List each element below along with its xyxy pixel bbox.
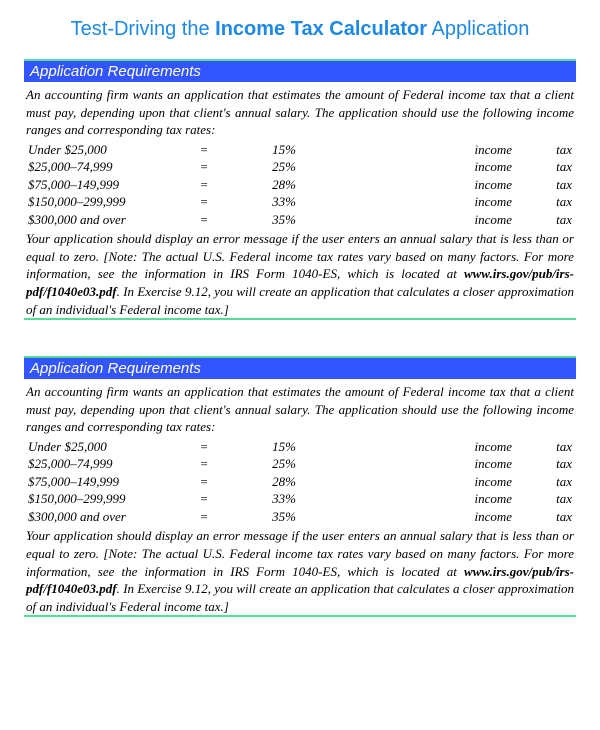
range-cell: $300,000 and over	[24, 211, 174, 229]
tax-cell: tax	[516, 158, 576, 176]
table-row: $150,000–299,999=33%incometax	[24, 490, 576, 508]
rate-cell: 15%	[234, 141, 334, 159]
equals-cell: =	[174, 193, 234, 211]
table-row: $300,000 and over=35%incometax	[24, 508, 576, 526]
tax-cell: tax	[516, 141, 576, 159]
tax-cell: tax	[516, 473, 576, 491]
intro-paragraph: An accounting firm wants an application …	[24, 82, 576, 139]
range-cell: Under $25,000	[24, 438, 174, 456]
income-cell: income	[334, 455, 516, 473]
tax-rate-table: Under $25,000=15%incometax$25,000–74,999…	[24, 141, 576, 229]
rate-cell: 15%	[234, 438, 334, 456]
table-row: Under $25,000=15%incometax	[24, 438, 576, 456]
income-cell: income	[334, 438, 516, 456]
income-cell: income	[334, 193, 516, 211]
equals-cell: =	[174, 490, 234, 508]
table-row: $300,000 and over=35%incometax	[24, 211, 576, 229]
range-cell: $150,000–299,999	[24, 490, 174, 508]
sections-container: Application RequirementsAn accounting fi…	[24, 59, 576, 617]
rate-cell: 25%	[234, 158, 334, 176]
footer-paragraph: Your application should display an error…	[24, 527, 576, 617]
equals-cell: =	[174, 141, 234, 159]
table-row: Under $25,000=15%incometax	[24, 141, 576, 159]
income-cell: income	[334, 211, 516, 229]
tax-cell: tax	[516, 438, 576, 456]
tax-cell: tax	[516, 490, 576, 508]
intro-paragraph: An accounting firm wants an application …	[24, 379, 576, 436]
range-cell: $150,000–299,999	[24, 193, 174, 211]
table-row: $25,000–74,999=25%incometax	[24, 455, 576, 473]
title-suffix: Application	[427, 18, 529, 40]
range-cell: Under $25,000	[24, 141, 174, 159]
rate-cell: 25%	[234, 455, 334, 473]
rate-cell: 33%	[234, 490, 334, 508]
range-cell: $300,000 and over	[24, 508, 174, 526]
equals-cell: =	[174, 158, 234, 176]
table-row: $75,000–149,999=28%incometax	[24, 473, 576, 491]
tax-cell: tax	[516, 176, 576, 194]
title-prefix: Test-Driving the	[71, 18, 216, 40]
requirements-section: Application RequirementsAn accounting fi…	[24, 59, 576, 320]
table-row: $75,000–149,999=28%incometax	[24, 176, 576, 194]
page-title: Test-Driving the Income Tax Calculator A…	[24, 18, 576, 41]
equals-cell: =	[174, 455, 234, 473]
footer-paragraph: Your application should display an error…	[24, 230, 576, 320]
equals-cell: =	[174, 438, 234, 456]
income-cell: income	[334, 176, 516, 194]
income-cell: income	[334, 473, 516, 491]
tax-cell: tax	[516, 193, 576, 211]
equals-cell: =	[174, 176, 234, 194]
range-cell: $25,000–74,999	[24, 455, 174, 473]
section-header: Application Requirements	[24, 59, 576, 82]
income-cell: income	[334, 508, 516, 526]
rate-cell: 35%	[234, 508, 334, 526]
income-cell: income	[334, 141, 516, 159]
tax-cell: tax	[516, 455, 576, 473]
equals-cell: =	[174, 211, 234, 229]
equals-cell: =	[174, 508, 234, 526]
range-cell: $75,000–149,999	[24, 473, 174, 491]
tax-cell: tax	[516, 211, 576, 229]
table-row: $25,000–74,999=25%incometax	[24, 158, 576, 176]
tax-rate-table: Under $25,000=15%incometax$25,000–74,999…	[24, 438, 576, 526]
table-row: $150,000–299,999=33%incometax	[24, 193, 576, 211]
section-header: Application Requirements	[24, 356, 576, 379]
title-bold: Income Tax Calculator	[215, 18, 427, 40]
equals-cell: =	[174, 473, 234, 491]
tax-cell: tax	[516, 508, 576, 526]
income-cell: income	[334, 490, 516, 508]
rate-cell: 28%	[234, 473, 334, 491]
rate-cell: 28%	[234, 176, 334, 194]
range-cell: $25,000–74,999	[24, 158, 174, 176]
rate-cell: 35%	[234, 211, 334, 229]
rate-cell: 33%	[234, 193, 334, 211]
range-cell: $75,000–149,999	[24, 176, 174, 194]
income-cell: income	[334, 158, 516, 176]
requirements-section: Application RequirementsAn accounting fi…	[24, 356, 576, 617]
